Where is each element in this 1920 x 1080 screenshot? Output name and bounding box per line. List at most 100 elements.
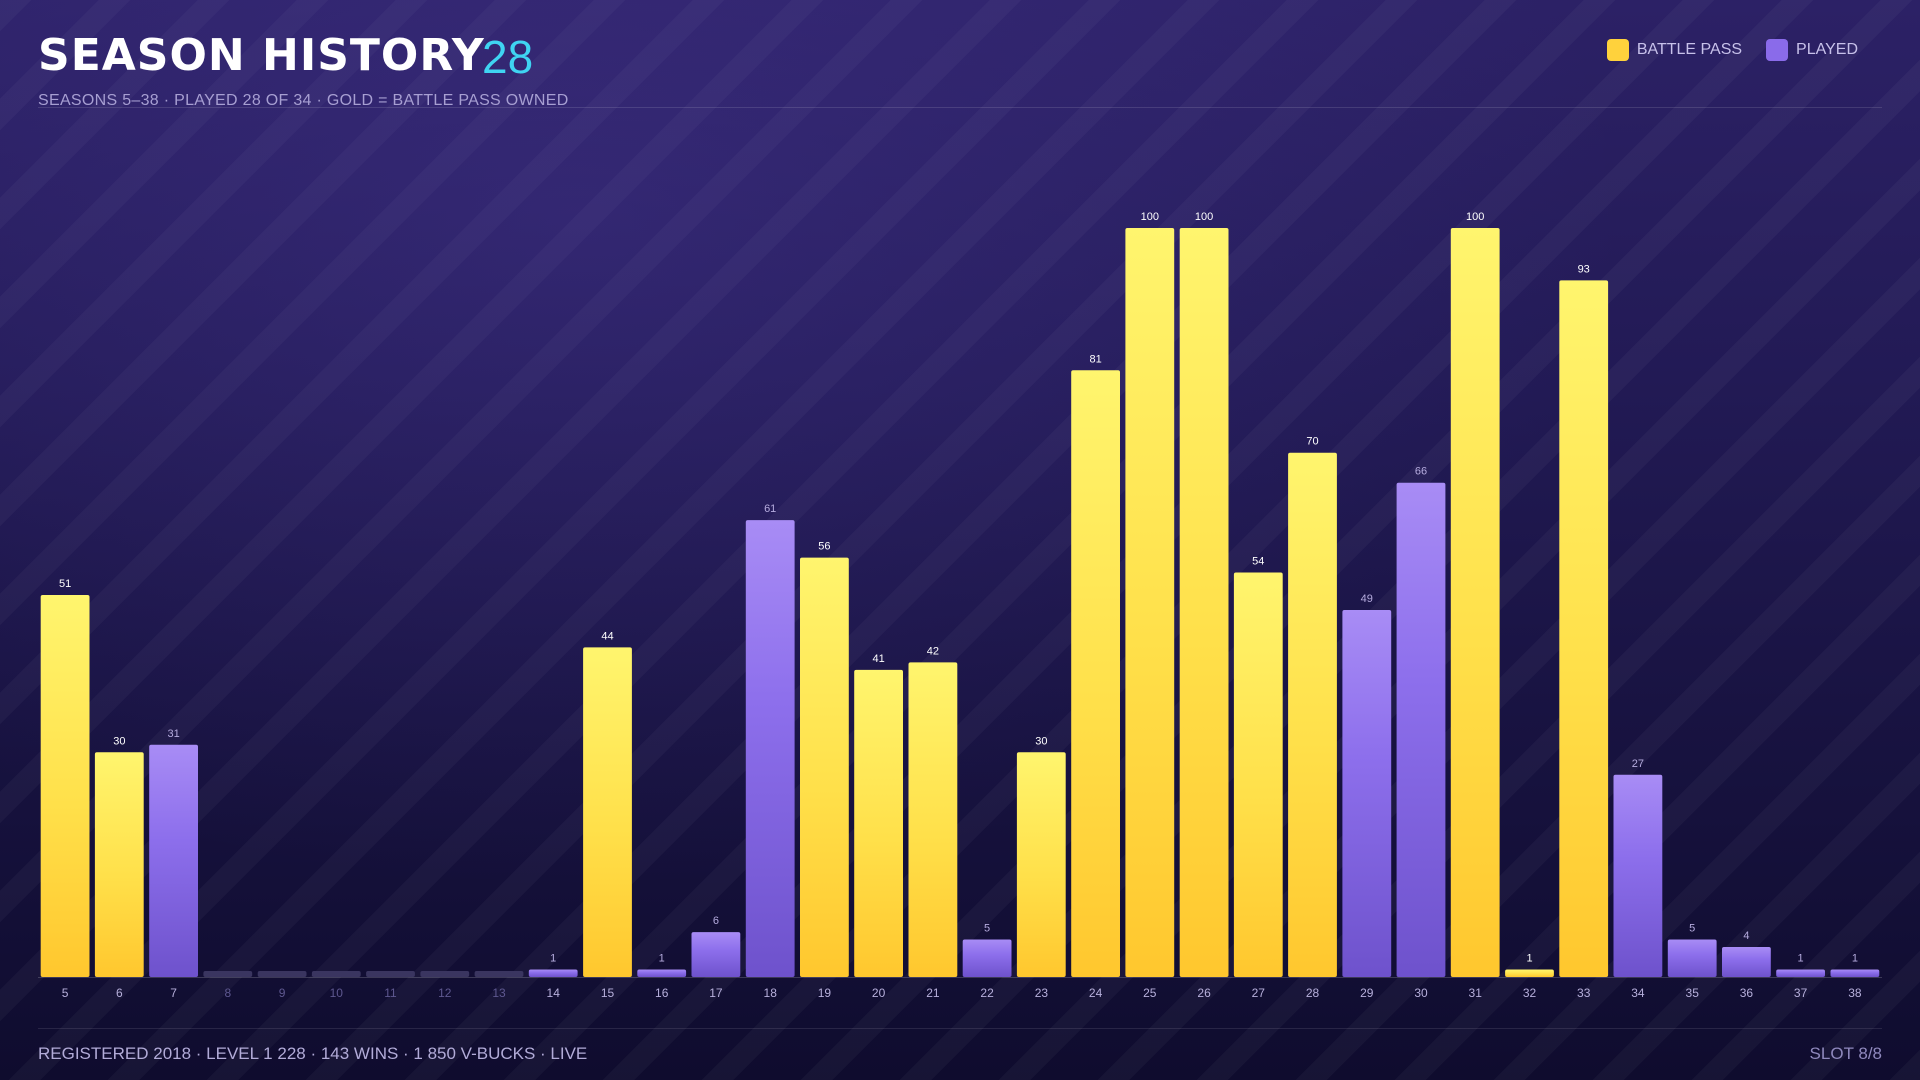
tick-label-season-5: 5 [62, 986, 69, 1000]
tick-label-season-27: 27 [1252, 986, 1266, 1000]
value-label-season-31: 100 [1466, 211, 1484, 223]
tick-label-season-26: 26 [1197, 986, 1211, 1000]
tick-label-season-6: 6 [116, 986, 123, 1000]
bar-season-18 [745, 520, 795, 977]
tick-label-season-14: 14 [547, 986, 561, 1000]
bar-season-20 [854, 669, 903, 977]
page-title: SEASON HISTORY [38, 30, 485, 81]
tick-label-season-25: 25 [1143, 986, 1157, 1000]
bar-season-36 [1722, 947, 1771, 977]
legend-item-played: PLAYED [1766, 39, 1858, 61]
tick-label-season-16: 16 [655, 986, 669, 1000]
bar-season-12 [420, 971, 470, 977]
bar-season-33 [1559, 280, 1609, 977]
bar-season-24 [1071, 370, 1120, 977]
tick-label-season-36: 36 [1740, 986, 1754, 1000]
seasons-count: 28 [482, 31, 534, 83]
legend-item-battle-pass: BATTLE PASS [1606, 39, 1743, 61]
tick-label-season-15: 15 [601, 986, 615, 1000]
value-label-season-24: 81 [1089, 353, 1101, 365]
bar-season-35 [1667, 939, 1717, 977]
tick-label-season-30: 30 [1414, 986, 1428, 1000]
value-label-season-20: 41 [872, 653, 884, 665]
tick-label-season-17: 17 [709, 986, 723, 1000]
page-subtitle: SEASONS 5–38 · PLAYED 28 OF 34 · GOLD = … [38, 92, 569, 109]
chart-legend: BATTLE PASS PLAYED [1583, 39, 1858, 61]
bar-season-27 [1233, 572, 1283, 977]
value-label-season-37: 1 [1798, 953, 1804, 965]
value-label-season-17: 6 [713, 915, 719, 927]
value-label-season-5: 51 [59, 578, 71, 590]
bar-season-17 [691, 932, 741, 977]
bar-season-31 [1450, 228, 1500, 977]
legend-label-played: PLAYED [1796, 41, 1858, 58]
value-label-season-6: 30 [113, 735, 125, 747]
bar-season-6 [94, 752, 144, 977]
value-label-season-38: 1 [1852, 953, 1858, 965]
bar-season-22 [962, 939, 1012, 977]
legend-swatch-played [1766, 39, 1789, 61]
bar-season-21 [908, 662, 958, 977]
bar-season-28 [1288, 452, 1337, 977]
tick-label-season-28: 28 [1306, 986, 1320, 1000]
bar-season-30 [1396, 482, 1446, 977]
value-label-season-34: 27 [1632, 758, 1644, 770]
bar-season-37 [1776, 969, 1825, 977]
bar-season-14 [528, 969, 578, 977]
value-label-season-19: 56 [818, 541, 830, 553]
value-label-season-7: 31 [167, 728, 179, 740]
bar-season-23 [1016, 752, 1066, 977]
bar-season-25 [1125, 228, 1175, 977]
value-label-season-29: 49 [1361, 593, 1373, 605]
bar-season-32 [1505, 969, 1554, 977]
value-label-season-33: 93 [1578, 263, 1590, 275]
tick-label-season-12: 12 [438, 986, 452, 1000]
value-label-season-15: 44 [601, 630, 613, 642]
legend-label-battle-pass: BATTLE PASS [1636, 41, 1743, 58]
value-label-season-25: 100 [1141, 211, 1159, 223]
tick-label-season-29: 29 [1360, 986, 1374, 1000]
tick-label-season-35: 35 [1686, 986, 1700, 1000]
tick-label-season-37: 37 [1794, 986, 1808, 1000]
bar-season-11 [366, 971, 415, 977]
value-label-season-22: 5 [984, 923, 990, 935]
tick-label-season-23: 23 [1035, 986, 1049, 1000]
header-divider [38, 107, 1882, 108]
bar-season-13 [474, 971, 524, 977]
value-label-season-35: 5 [1689, 923, 1695, 935]
tick-label-season-7: 7 [170, 986, 177, 1000]
tick-label-season-19: 19 [818, 986, 832, 1000]
value-label-season-21: 42 [927, 645, 939, 657]
tick-label-season-9: 9 [279, 986, 286, 1000]
value-label-season-26: 100 [1195, 211, 1213, 223]
value-label-season-30: 66 [1415, 466, 1427, 478]
tick-label-season-18: 18 [764, 986, 778, 1000]
tick-label-season-31: 31 [1469, 986, 1483, 1000]
bar-season-29 [1342, 610, 1392, 977]
value-label-season-27: 54 [1252, 556, 1264, 568]
bar-season-26 [1179, 228, 1229, 977]
bar-season-16 [637, 969, 687, 977]
value-label-season-23: 30 [1035, 735, 1047, 747]
bar-season-34 [1613, 774, 1663, 977]
value-label-season-36: 4 [1743, 930, 1749, 942]
footer-slot: SLOT 8/8 [1809, 1044, 1882, 1063]
footer-divider [38, 1028, 1882, 1029]
tick-label-season-38: 38 [1848, 986, 1862, 1000]
bar-season-8 [203, 971, 253, 977]
bar-season-5 [40, 595, 90, 977]
tick-label-season-20: 20 [872, 986, 886, 1000]
tick-label-season-34: 34 [1631, 986, 1645, 1000]
value-label-season-16: 1 [659, 953, 665, 965]
tick-label-season-10: 10 [330, 986, 344, 1000]
tick-label-season-11: 11 [384, 986, 397, 1000]
footer-stats: REGISTERED 2018 · LEVEL 1 228 · 143 WINS… [38, 1044, 588, 1063]
tick-label-season-32: 32 [1523, 986, 1537, 1000]
value-label-season-18: 61 [764, 503, 776, 515]
bar-season-7 [149, 744, 198, 977]
tick-label-season-22: 22 [980, 986, 994, 1000]
value-label-season-28: 70 [1306, 436, 1318, 448]
bar-season-38 [1830, 969, 1880, 977]
